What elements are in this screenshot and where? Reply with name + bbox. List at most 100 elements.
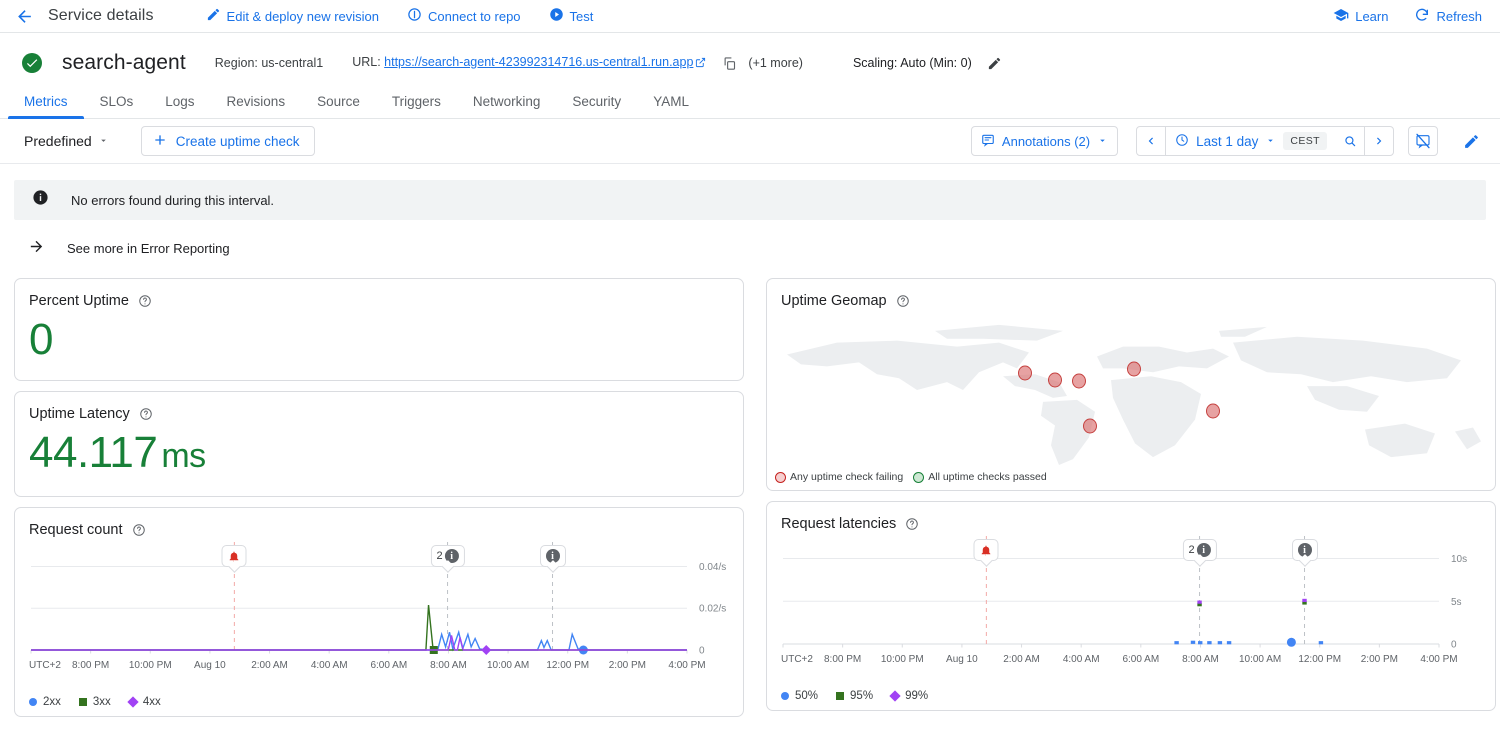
service-url-link[interactable]: https://search-agent-423992314716.us-cen…: [384, 55, 694, 69]
help-icon[interactable]: [132, 523, 146, 537]
time-range-dropdown[interactable]: Last 1 day CEST: [1166, 132, 1336, 150]
connect-repo-label: Connect to repo: [428, 8, 521, 24]
check-circle-icon: [22, 53, 42, 73]
series-point-99%: [1197, 600, 1202, 604]
time-next-button[interactable]: [1365, 127, 1393, 155]
test-button[interactable]: Test: [535, 3, 608, 29]
edit-scaling-button[interactable]: [982, 50, 1008, 76]
y-tick-label: 0: [699, 646, 705, 657]
annotation-chip[interactable]: [973, 539, 999, 561]
legend-item-99%[interactable]: 99%: [889, 690, 928, 702]
tab-source[interactable]: Source: [317, 94, 360, 109]
time-range-group: Last 1 day CEST: [1136, 126, 1394, 156]
legend-item-3xx[interactable]: 3xx: [78, 696, 111, 708]
x-tick-label: 10:00 AM: [487, 660, 529, 671]
uptime-geomap-title: Uptime Geomap: [781, 293, 887, 309]
page-title: Service details: [48, 7, 154, 24]
x-tick-label: 4:00 AM: [1063, 654, 1100, 665]
see-more-error-reporting-link[interactable]: See more in Error Reporting: [28, 238, 1486, 258]
annotation-marker-info-1[interactable]: i: [1291, 539, 1318, 561]
geomap-canvas[interactable]: [767, 317, 1495, 468]
zoom-search-button[interactable]: [1336, 127, 1364, 155]
info-icon: [32, 189, 49, 211]
tab-revisions[interactable]: Revisions: [226, 94, 286, 109]
tab-triggers[interactable]: Triggers: [391, 94, 441, 109]
annotation-chip[interactable]: i: [1291, 539, 1318, 561]
pencil-icon: [206, 7, 221, 25]
back-button[interactable]: [10, 2, 38, 30]
percent-uptime-title-row: Percent Uptime: [15, 279, 743, 309]
geomap-marker-virginia[interactable]: [1071, 373, 1086, 389]
x-tick-label: 10:00 PM: [881, 654, 924, 665]
annotation-count: 2: [1188, 544, 1195, 556]
refresh-button[interactable]: Refresh: [1414, 7, 1482, 26]
annotation-chip[interactable]: i: [539, 545, 566, 567]
x-tick-label: UTC+2: [29, 660, 61, 671]
copy-url-button[interactable]: [716, 50, 742, 76]
request-count-chart[interactable]: 0.04/s 0.02/s 0 UTC+2 8:00 PM 10:00 PM Aug 10 2…: [15, 538, 743, 678]
geomap-marker-singapore[interactable]: [1205, 403, 1220, 419]
annotation-marker-alert[interactable]: [221, 545, 247, 567]
learn-button[interactable]: Learn: [1333, 7, 1388, 26]
tab-networking[interactable]: Networking: [472, 94, 541, 109]
legend-item-4xx[interactable]: 4xx: [127, 696, 161, 708]
create-uptime-check-button[interactable]: Create uptime check: [140, 126, 315, 156]
legend-item-2xx[interactable]: 2xx: [29, 696, 61, 708]
tab-security[interactable]: Security: [572, 94, 622, 109]
connect-to-repo-button[interactable]: Connect to repo: [393, 3, 535, 29]
legend-item-50%[interactable]: 50%: [781, 690, 818, 702]
dashboard-right-column: Uptime Geomap: [766, 278, 1496, 717]
series-point-95%: [1302, 601, 1307, 605]
geomap-marker-sao-paulo[interactable]: [1083, 418, 1098, 434]
legend-item-95%[interactable]: 95%: [836, 690, 873, 702]
tab-yaml[interactable]: YAML: [653, 94, 689, 109]
request-latencies-chart[interactable]: 10s 5s 0 UTC+2 8:00 PM 10:00 PM Aug 10 2:00 AM 4…: [767, 532, 1495, 672]
geomap-legend-failing-label: Any uptime check failing: [790, 471, 904, 483]
refresh-icon: [1414, 7, 1430, 26]
info-icon: i: [1297, 543, 1312, 557]
help-icon[interactable]: [139, 407, 153, 421]
edit-deploy-new-revision-button[interactable]: Edit & deploy new revision: [206, 3, 393, 29]
help-icon[interactable]: [896, 294, 910, 308]
tab-logs[interactable]: Logs: [165, 94, 195, 109]
legend-swatch-circle-icon: [781, 692, 789, 700]
hide-annotations-button[interactable]: [1408, 126, 1438, 156]
annotation-marker-info-1[interactable]: i: [539, 545, 566, 567]
annotation-icon: [981, 133, 995, 150]
geomap-marker-oregon[interactable]: [1018, 365, 1033, 381]
uptime-latency-title: Uptime Latency: [29, 406, 130, 422]
uptime-geomap-title-row: Uptime Geomap: [767, 279, 1495, 309]
x-tick-label: 12:00 PM: [546, 660, 589, 671]
series-point-95%: [1197, 603, 1202, 607]
info-icon: i: [1196, 543, 1211, 557]
series-endpoint-50%: [1286, 637, 1296, 647]
timezone-chip[interactable]: CEST: [1283, 132, 1327, 150]
git-branch-icon: [407, 7, 422, 25]
uptime-geomap-panel: Uptime Geomap: [766, 278, 1496, 491]
help-icon[interactable]: [905, 517, 919, 531]
predefined-dropdown[interactable]: Predefined: [14, 133, 119, 149]
x-tick-label: 2:00 PM: [609, 660, 646, 671]
help-icon[interactable]: [138, 294, 152, 308]
uptime-latency-value-row: 44.117 ms: [15, 422, 743, 479]
bell-icon: [980, 544, 993, 557]
service-url-block: URL: https://search-agent-423992314716.u…: [352, 55, 706, 71]
geomap-marker-iowa[interactable]: [1047, 372, 1062, 388]
annotation-chip[interactable]: [221, 545, 247, 567]
create-uptime-check-label: Create uptime check: [175, 133, 300, 149]
annotation-marker-alert[interactable]: [973, 539, 999, 561]
legend-swatch-square-icon: [78, 698, 87, 706]
series-point-50%: [1217, 641, 1223, 645]
tab-metrics[interactable]: Metrics: [8, 94, 84, 119]
time-prev-button[interactable]: [1137, 127, 1165, 155]
geomap-marker-london[interactable]: [1126, 361, 1141, 377]
annotations-dropdown[interactable]: Annotations (2): [970, 126, 1119, 156]
tab-slos[interactable]: SLOs: [99, 94, 134, 109]
edit-dashboard-button[interactable]: [1456, 126, 1486, 156]
x-tick-label: UTC+2: [781, 654, 813, 665]
